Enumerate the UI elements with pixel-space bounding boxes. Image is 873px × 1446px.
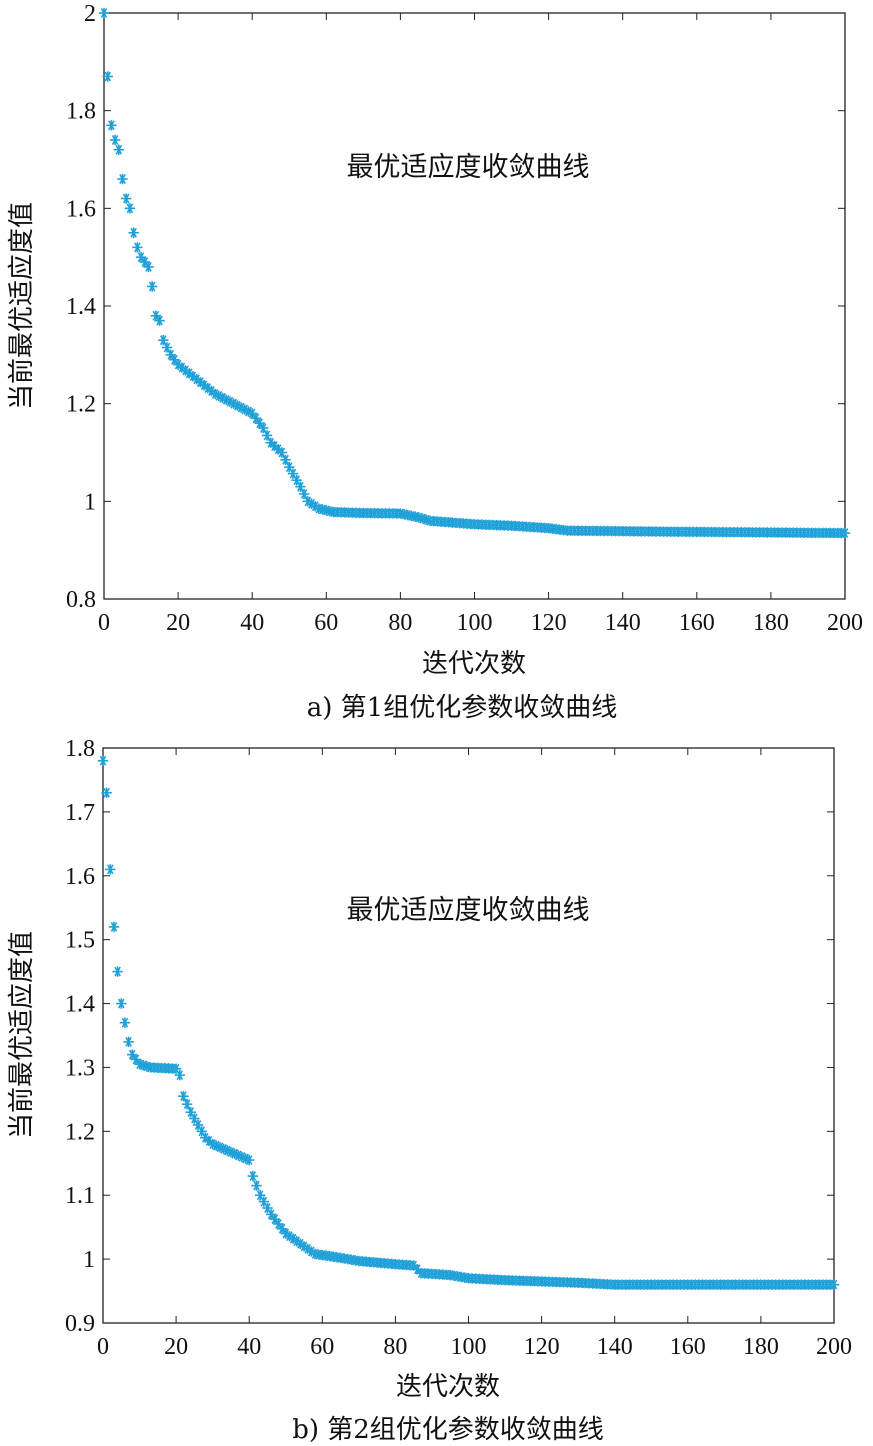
data-point-12 <box>143 261 154 273</box>
data-point-5 <box>117 173 128 185</box>
chart-a-x-axis-label: 迭代次数 <box>422 649 526 679</box>
x-tick-label: 160 <box>670 1334 706 1360</box>
data-point-37 <box>233 1150 244 1161</box>
data-point-2 <box>105 864 116 875</box>
y-tick-label: 1.3 <box>65 1055 95 1081</box>
data-point-42 <box>251 1180 262 1191</box>
data-point-4 <box>113 144 125 155</box>
data-point-6 <box>121 193 132 204</box>
data-point-22 <box>178 1090 189 1102</box>
x-tick-label: 140 <box>605 610 641 636</box>
data-point-6 <box>119 1017 131 1028</box>
x-tick-label: 100 <box>457 610 493 636</box>
data-point-16 <box>158 334 169 346</box>
chart-a-axes: 0 20 40 60 80 100 120 140 160 180 200 0.8 1 1.2 1.4 1.6… <box>66 1 863 636</box>
data-point-0 <box>97 755 109 766</box>
chart-b-y-axis-label: 当前最优适应度值 <box>7 931 37 1139</box>
data-point-3 <box>108 921 120 933</box>
chart-a-annotation: 最优适应度收敛曲线 <box>347 152 590 183</box>
y-tick-label: 1.4 <box>66 294 96 320</box>
x-tick-label: 200 <box>816 1334 852 1360</box>
chart-b-x-axis-label: 迭代次数 <box>396 1372 500 1402</box>
data-point-38 <box>239 404 250 415</box>
chart-a-y-axis-label: 当前最优适应度值 <box>7 202 37 410</box>
x-tick-label: 140 <box>597 1334 633 1360</box>
chart-b: 0 20 40 60 80 100 120 140 160 180 200 0.9 1 1.1 1.2 1.3… <box>7 736 852 1445</box>
data-point-7 <box>124 203 136 214</box>
y-tick-label: 1.8 <box>65 736 95 762</box>
x-tick-label: 180 <box>743 1334 779 1360</box>
data-point-21 <box>174 1069 185 1081</box>
y-tick-label: 1.2 <box>65 1119 95 1145</box>
chart-a-series <box>98 7 851 539</box>
y-tick-label: 0.8 <box>66 587 96 613</box>
data-point-5 <box>116 998 127 1009</box>
chart-b-frame <box>102 747 835 1324</box>
chart-a-frame <box>103 12 846 600</box>
data-point-13 <box>146 281 158 292</box>
x-tick-label: 20 <box>164 1334 188 1360</box>
y-tick-label: 1.1 <box>65 1183 95 1209</box>
data-point-8 <box>127 1049 138 1060</box>
x-tick-label: 200 <box>827 610 863 636</box>
y-tick-label: 0.9 <box>65 1311 95 1337</box>
y-tick-label: 1.8 <box>66 99 96 125</box>
data-point-200 <box>828 1279 840 1290</box>
data-point-44 <box>261 430 273 441</box>
data-point-49 <box>280 454 291 466</box>
x-tick-label: 100 <box>451 1334 487 1360</box>
x-tick-label: 60 <box>314 610 338 636</box>
data-point-39 <box>243 406 254 417</box>
x-tick-label: 120 <box>531 610 567 636</box>
chart-b-axes: 0 20 40 60 80 100 120 140 160 180 200 0.9 1 1.1 1.2 1.3… <box>65 736 852 1360</box>
data-point-0 <box>98 7 110 19</box>
data-point-41 <box>247 1170 259 1182</box>
y-tick-label: 1 <box>84 489 96 515</box>
data-point-200 <box>839 527 851 539</box>
chart-b-series <box>97 755 840 1290</box>
y-tick-label: 1.5 <box>65 928 95 954</box>
data-point-9 <box>132 242 143 253</box>
y-tick-label: 1.6 <box>65 864 95 890</box>
data-point-3 <box>109 134 121 146</box>
y-tick-label: 1.7 <box>65 800 95 826</box>
data-point-4 <box>112 966 123 977</box>
data-point-15 <box>154 315 165 326</box>
data-point-39 <box>240 1153 251 1164</box>
data-point-7 <box>123 1036 134 1048</box>
y-tick-label: 2 <box>84 1 96 27</box>
data-point-35 <box>228 398 239 409</box>
chart-a: 0 20 40 60 80 100 120 140 160 180 200 0.8 1 1.2 1.4 1.6… <box>7 1 863 723</box>
y-tick-label: 1 <box>83 1247 95 1273</box>
x-tick-label: 80 <box>388 610 412 636</box>
x-tick-label: 40 <box>240 610 264 636</box>
data-point-8 <box>128 227 139 238</box>
chart-b-caption: b) 第2组优化参数收敛曲线 <box>292 1415 604 1445</box>
x-tick-label: 60 <box>310 1334 334 1360</box>
chart-b-annotation: 最优适应度收敛曲线 <box>347 895 590 926</box>
x-tick-label: 80 <box>383 1334 407 1360</box>
y-tick-label: 1.4 <box>65 992 95 1018</box>
x-tick-label: 0 <box>97 1334 109 1360</box>
x-tick-label: 160 <box>679 610 715 636</box>
data-point-23 <box>181 1098 193 1110</box>
y-tick-label: 1.2 <box>66 392 96 418</box>
x-tick-label: 120 <box>524 1334 560 1360</box>
x-tick-label: 40 <box>237 1334 261 1360</box>
data-point-40 <box>244 1154 255 1166</box>
x-tick-label: 180 <box>753 610 789 636</box>
y-tick-label: 1.6 <box>66 196 96 222</box>
data-point-1 <box>102 71 113 82</box>
data-point-2 <box>106 120 117 131</box>
data-point-48 <box>276 447 288 458</box>
x-tick-label: 20 <box>166 610 190 636</box>
x-tick-label: 0 <box>98 610 110 636</box>
data-point-1 <box>101 787 112 798</box>
chart-a-caption: a) 第1组优化参数收敛曲线 <box>307 693 617 723</box>
